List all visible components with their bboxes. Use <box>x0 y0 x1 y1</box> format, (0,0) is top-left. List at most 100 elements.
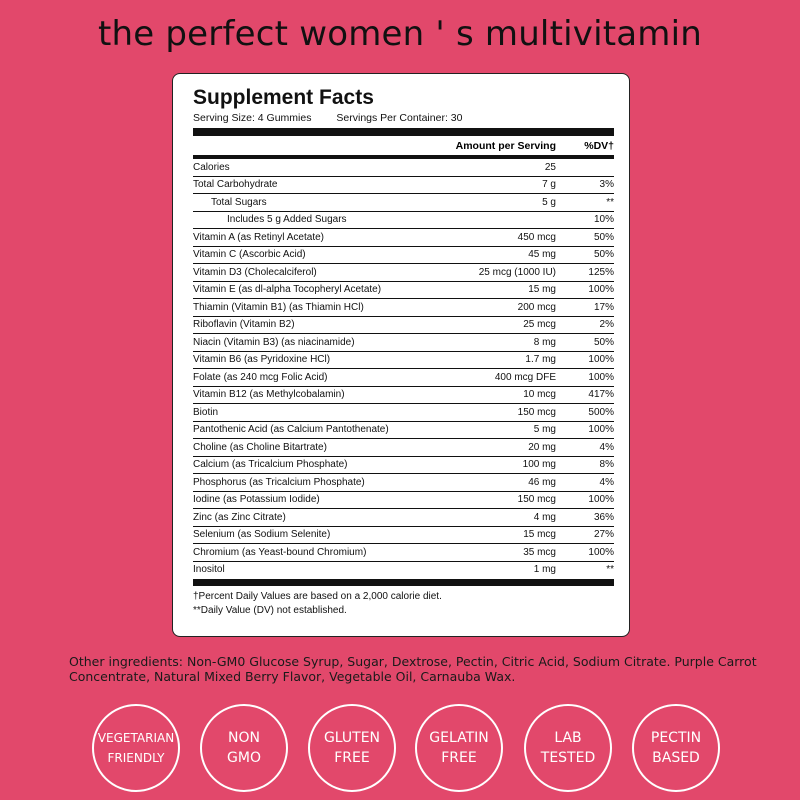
nutrient-dv: 36% <box>593 511 614 523</box>
nutrient-rows: Calories 25 Total Carbohydrate 7 g 3% Total S… <box>193 159 614 578</box>
nutrient-name: Iodine (as Potassium Iodide) <box>193 494 320 506</box>
nutrient-amount: 25 mcg (1000 IU) <box>478 266 556 278</box>
badge-line1: PECTIN <box>650 730 702 746</box>
nutrient-name: Riboflavin (Vitamin B2) <box>193 319 295 331</box>
nutrient-name: Selenium (as Sodium Selenite) <box>193 529 331 541</box>
table-row: Vitamin B6 (as Pyridoxine HCl) 1.7 mg 100% <box>193 352 614 369</box>
nutrient-amount: 5 mg <box>533 424 556 436</box>
table-row: Vitamin D3 (Cholecalciferol) 25 mcg (1000… <box>193 264 614 282</box>
table-row: Choline (as Choline Bitartrate) 20 mg 4% <box>193 439 614 457</box>
table-row: Riboflavin (Vitamin B2) 25 mcg 2% <box>193 317 614 334</box>
nutrient-name: Zinc (as Zinc Citrate) <box>193 511 286 523</box>
nutrient-dv: 100% <box>588 354 614 366</box>
nutrient-name: Chromium (as Yeast-bound Chromium) <box>193 546 367 558</box>
nutrient-name: Pantothenic Acid (as Calcium Pantothenat… <box>193 424 389 436</box>
nutrient-dv: 100% <box>588 424 614 436</box>
nutrient-name: Niacin (Vitamin B3) (as niacinamide) <box>193 336 355 348</box>
amount-header: Amount per Serving <box>455 139 556 152</box>
badge-pectin-based: PECTIN BASED <box>632 704 720 792</box>
table-row: Pantothenic Acid (as Calcium Pantothenat… <box>193 422 614 439</box>
nutrient-dv: 500% <box>588 406 614 418</box>
nutrient-dv: 100% <box>588 284 614 296</box>
table-row: Total Carbohydrate 7 g 3% <box>193 177 614 194</box>
badge-line1: LAB <box>554 730 582 746</box>
nutrient-amount: 200 mcg <box>517 301 556 313</box>
nutrient-amount: 450 mcg <box>517 231 556 243</box>
table-row: Phosphorus (as Tricalcium Phosphate) 46 m… <box>193 474 614 492</box>
nutrient-name: Vitamin A (as Retinyl Acetate) <box>193 231 324 243</box>
nutrient-dv: 2% <box>599 319 614 331</box>
nutrient-dv: 10% <box>593 214 614 226</box>
table-row: Calories 25 <box>193 159 614 177</box>
badge-line2: BASED <box>652 750 700 766</box>
supplement-facts-table: Supplement Facts Serving Size: 4 Gummies… <box>193 86 614 617</box>
divider-bar <box>193 128 614 136</box>
badge-lab-tested: LAB TESTED <box>524 704 612 792</box>
badge-line1: GELATIN <box>429 730 489 746</box>
nutrient-amount: 46 mg <box>528 476 556 488</box>
other-ingredients: Other ingredients: Non-GM0 Glucose Syrup… <box>69 654 757 684</box>
badge-gluten-free: GLUTEN FREE <box>308 704 396 792</box>
nutrient-dv: ** <box>606 564 614 576</box>
serving-size: Serving Size: 4 Gummies <box>193 112 312 124</box>
badge-gelatin-free: GELATIN FREE <box>415 704 503 792</box>
table-row: Zinc (as Zinc Citrate) 4 mg 36% <box>193 509 614 527</box>
nutrient-name: Inositol <box>193 564 225 576</box>
facts-title: Supplement Facts <box>193 86 374 109</box>
nutrient-dv: 50% <box>593 249 614 261</box>
table-row: Vitamin B12 (as Methylcobalamin) 10 mcg 41… <box>193 387 614 404</box>
badge-line2: GMO <box>227 750 261 766</box>
nutrient-amount: 1.7 mg <box>525 354 556 366</box>
nutrient-amount: 15 mg <box>528 284 556 296</box>
badge-line2: FREE <box>334 750 370 766</box>
nutrient-name: Vitamin B12 (as Methylcobalamin) <box>193 389 345 401</box>
nutrient-name: Choline (as Choline Bitartrate) <box>193 441 327 453</box>
nutrient-amount: 35 mcg <box>523 546 556 558</box>
nutrient-amount: 1 mg <box>533 564 556 576</box>
table-row: Vitamin E (as dl-alpha Tocopheryl Acetat… <box>193 282 614 299</box>
footnote-not-established: **Daily Value (DV) not established. <box>193 605 347 616</box>
nutrient-amount: 45 mg <box>528 249 556 261</box>
nutrient-dv: 100% <box>588 546 614 558</box>
nutrient-amount: 25 <box>544 161 556 173</box>
page-headline: the perfect women ' s multivitamin <box>97 14 703 54</box>
nutrient-dv: 417% <box>588 389 614 401</box>
table-row: Folate (as 240 mcg Folic Acid) 400 mcg DF… <box>193 369 614 387</box>
nutrient-name: Vitamin B6 (as Pyridoxine HCl) <box>193 354 331 366</box>
nutrient-dv: 100% <box>588 494 614 506</box>
nutrient-dv: 3% <box>599 179 614 191</box>
servings-per-container: Servings Per Container: 30 <box>336 112 463 124</box>
badge-line2: FRIENDLY <box>107 751 165 765</box>
column-header: Amount per Serving %DV† <box>193 136 614 159</box>
nutrient-name: Total Sugars <box>211 196 267 208</box>
nutrient-dv: 17% <box>593 301 614 313</box>
nutrient-name: Biotin <box>193 406 219 418</box>
nutrient-amount: 20 mg <box>528 441 556 453</box>
nutrient-amount: 25 mcg <box>523 319 556 331</box>
badge-line1: GLUTEN <box>323 730 381 746</box>
supplement-facts-panel <box>172 73 630 637</box>
nutrient-name: Calcium (as Tricalcium Phosphate) <box>193 459 348 471</box>
nutrient-name: Total Carbohydrate <box>193 179 278 191</box>
badge-line1: VEGETARIAN <box>97 731 175 745</box>
table-row: Inositol 1 mg ** <box>193 562 614 579</box>
nutrient-dv: 27% <box>593 529 614 541</box>
table-row: Chromium (as Yeast-bound Chromium) 35 mcg… <box>193 544 614 562</box>
nutrient-name: Folate (as 240 mcg Folic Acid) <box>193 371 328 383</box>
nutrient-dv: 50% <box>593 336 614 348</box>
nutrient-dv: 4% <box>599 441 614 453</box>
nutrient-name: Vitamin E (as dl-alpha Tocopheryl Acetat… <box>193 284 382 296</box>
dv-header: %DV† <box>584 139 614 152</box>
nutrient-dv: 50% <box>593 231 614 243</box>
table-row: Vitamin A (as Retinyl Acetate) 450 mcg 50% <box>193 229 614 247</box>
nutrient-name: Phosphorus (as Tricalcium Phosphate) <box>193 476 365 488</box>
nutrient-amount: 8 mg <box>533 336 556 348</box>
nutrient-amount: 4 mg <box>533 511 556 523</box>
badge-line2: TESTED <box>540 750 596 766</box>
badge-non-gmo: NON GMO <box>200 704 288 792</box>
nutrient-amount: 150 mcg <box>517 494 556 506</box>
nutrient-amount: 5 g <box>542 196 556 208</box>
nutrient-dv: ** <box>606 196 614 208</box>
table-row: Biotin 150 mcg 500% <box>193 404 614 422</box>
table-row: Vitamin C (Ascorbic Acid) 45 mg 50% <box>193 247 614 264</box>
